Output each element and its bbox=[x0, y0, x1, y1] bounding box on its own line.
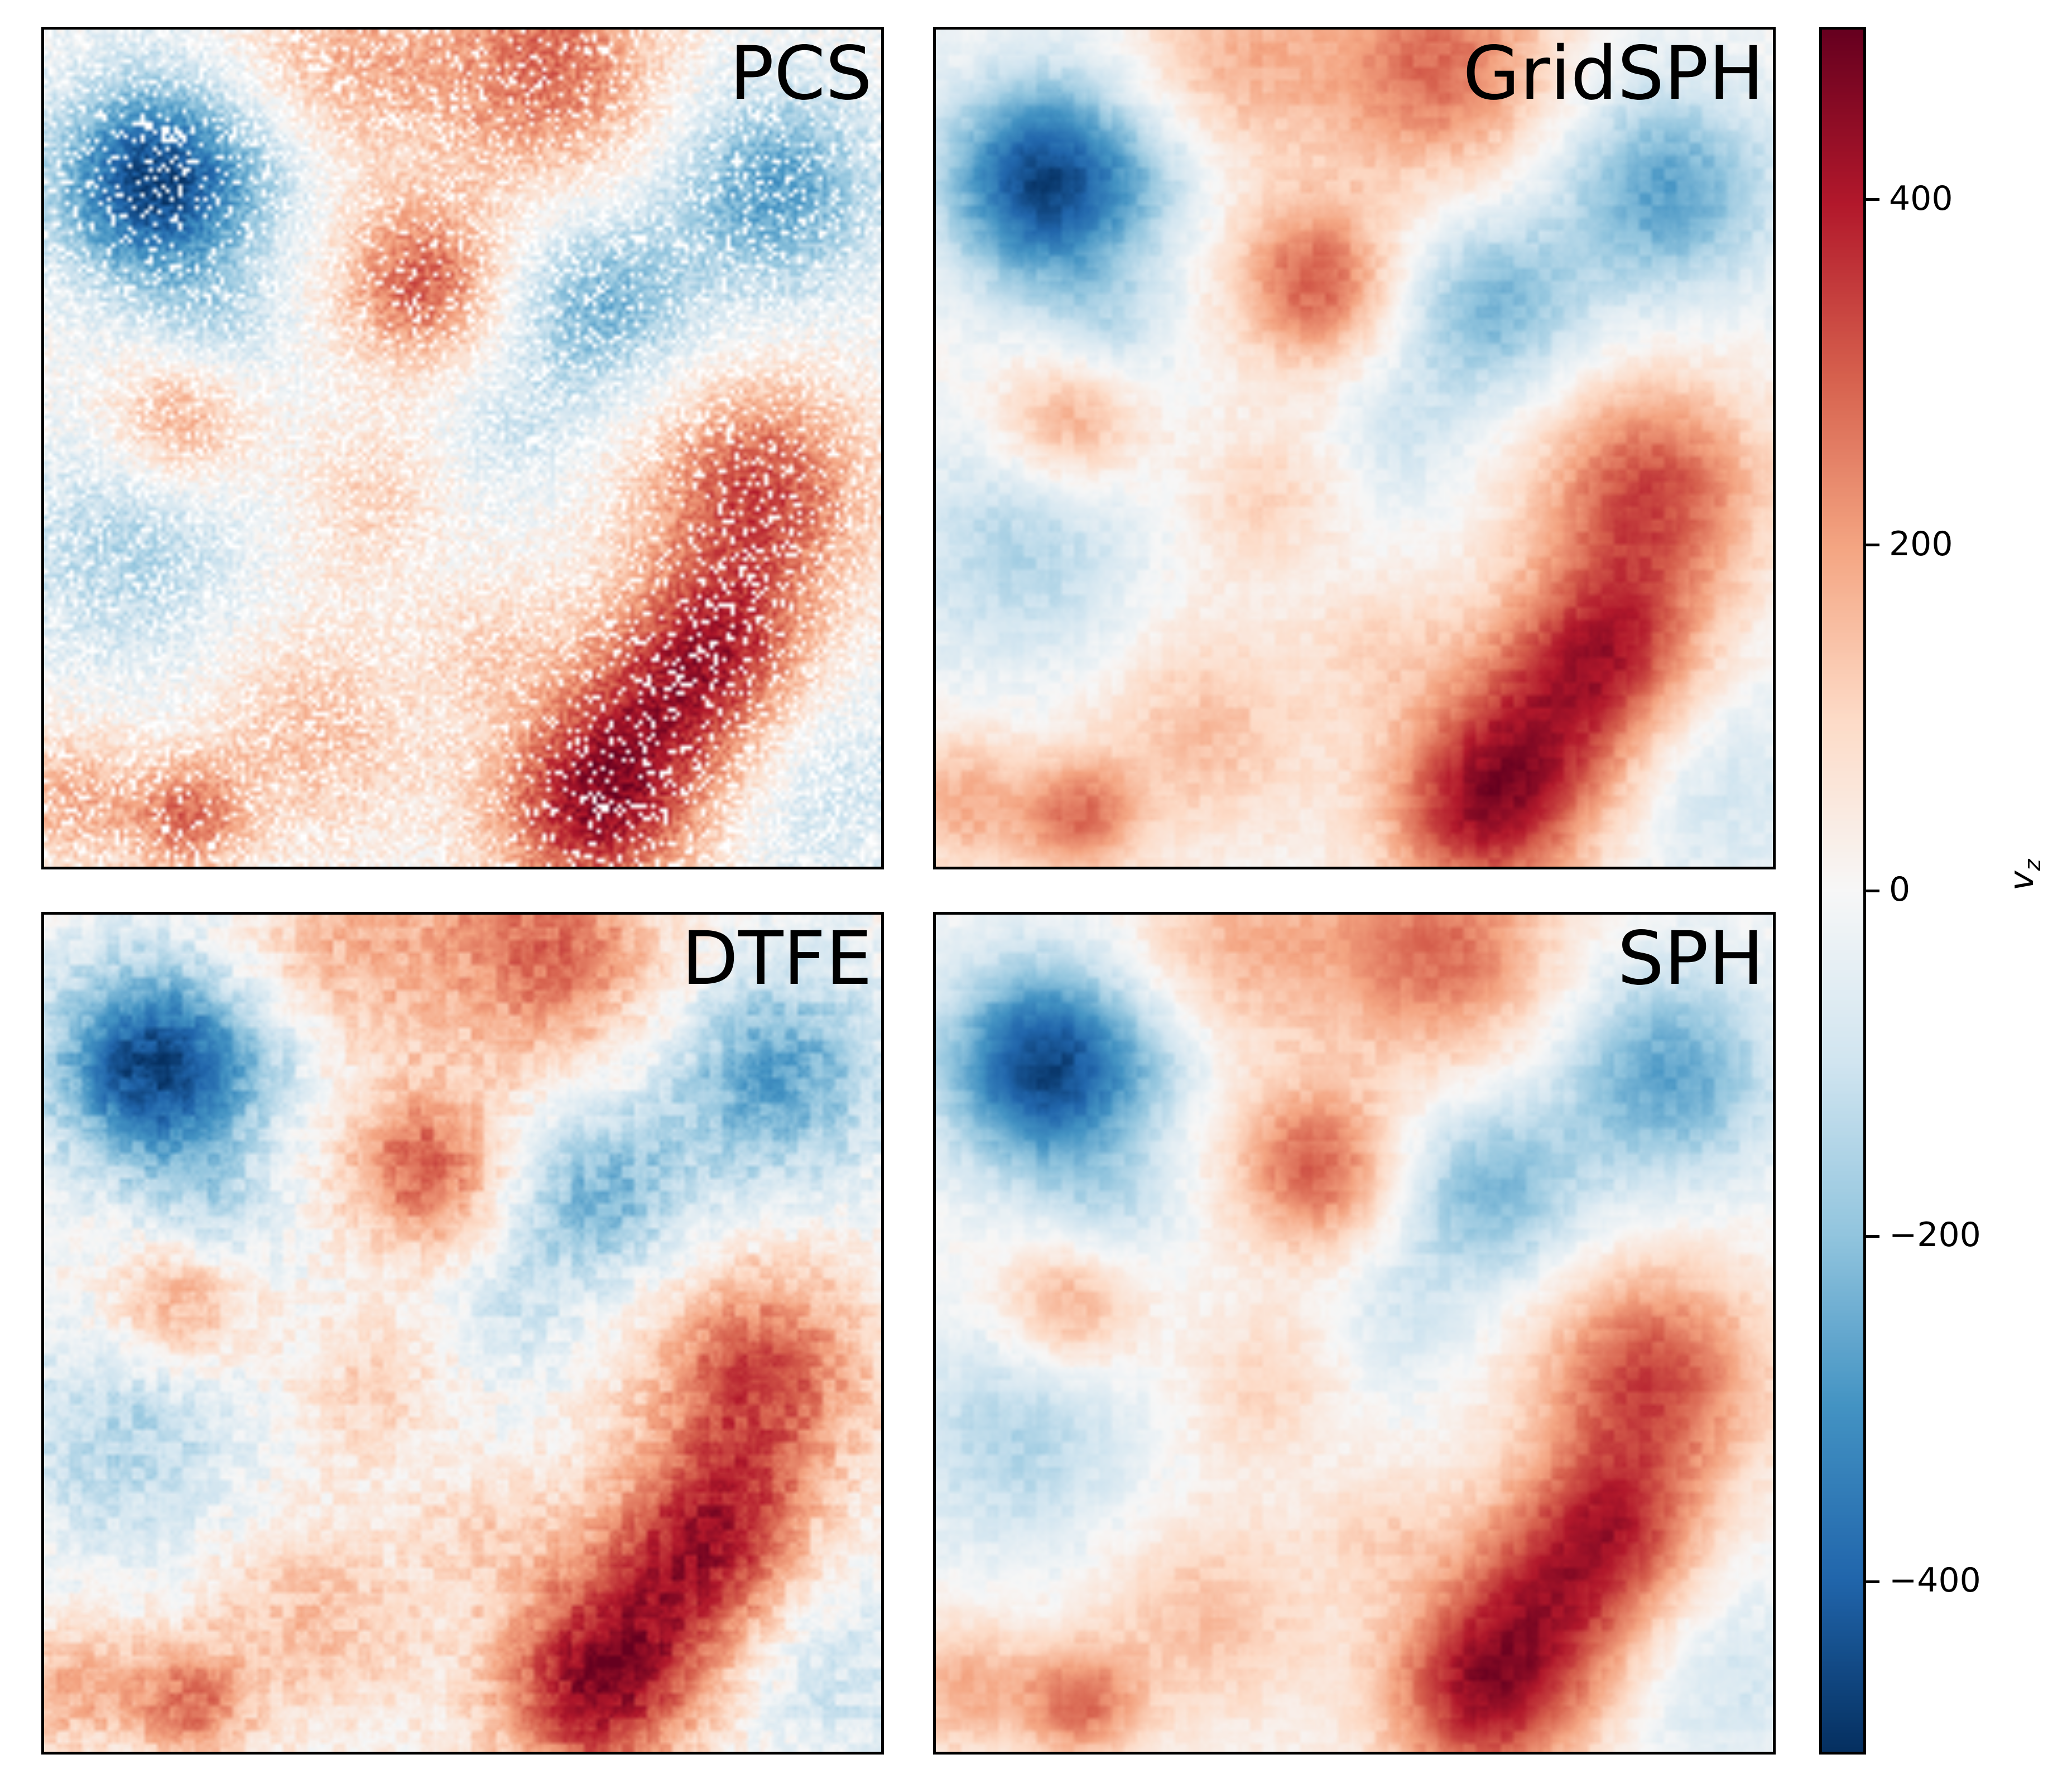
heatmap-sph bbox=[936, 915, 1773, 1752]
panel-dtfe: DTFE bbox=[41, 912, 884, 1755]
colorbar-tick-label: −400 bbox=[1889, 1561, 1981, 1600]
colorbar-tick bbox=[1866, 544, 1879, 547]
colorbar-tick bbox=[1866, 198, 1879, 201]
panel-gridsph: GridSPH bbox=[933, 27, 1776, 869]
panel-title-gridsph: GridSPH bbox=[1463, 31, 1764, 117]
colorbar-tick bbox=[1866, 889, 1879, 892]
colorbar bbox=[1819, 27, 1866, 1755]
colorbar-label: vz bbox=[2002, 859, 2046, 891]
panel-title-pcs: PCS bbox=[729, 31, 872, 117]
colorbar-gradient bbox=[1822, 30, 1863, 1752]
colorbar-tick-label: 400 bbox=[1889, 179, 1953, 218]
colorbar-tick-label: 0 bbox=[1889, 870, 1911, 909]
colorbar-tick-label: 200 bbox=[1889, 524, 1953, 564]
colorbar-tick-label: −200 bbox=[1889, 1215, 1981, 1255]
heatmap-gridsph bbox=[936, 30, 1773, 867]
panel-pcs: PCS bbox=[41, 27, 884, 869]
panel-title-dtfe: DTFE bbox=[681, 916, 872, 1002]
panel-sph: SPH bbox=[933, 912, 1776, 1755]
heatmap-pcs bbox=[44, 30, 881, 867]
colorbar-label-subscript: z bbox=[2020, 859, 2046, 871]
colorbar-tick bbox=[1866, 1580, 1879, 1583]
panel-title-sph: SPH bbox=[1617, 916, 1764, 1002]
colorbar-tick bbox=[1866, 1234, 1879, 1238]
colorbar-label-symbol: v bbox=[2002, 871, 2041, 891]
heatmap-dtfe bbox=[44, 915, 881, 1752]
